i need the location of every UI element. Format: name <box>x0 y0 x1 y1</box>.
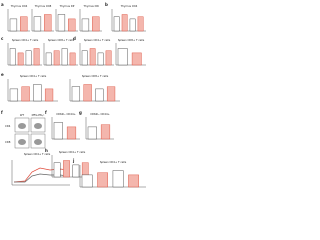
bar <box>20 16 28 32</box>
flow-density <box>34 123 42 129</box>
bar <box>21 86 30 102</box>
panel-label: h <box>45 148 48 153</box>
panel-label: j <box>72 158 75 163</box>
bar <box>61 48 68 66</box>
bar <box>81 174 93 188</box>
flow-plots: f WT MFG-E8-/- CD4 CD8 <box>1 110 46 149</box>
bar <box>131 52 142 66</box>
bar <box>72 164 80 178</box>
bar <box>53 50 60 66</box>
panel-label: c <box>1 36 4 41</box>
row-label: CD4 <box>5 124 11 128</box>
bar <box>129 18 136 32</box>
panel-title: Spleen CD8+ T cells <box>48 38 75 42</box>
bar <box>71 86 81 102</box>
bar <box>95 88 104 102</box>
panel-label: e <box>1 72 4 77</box>
bar <box>97 172 108 188</box>
panel-title: Thymus CD4 <box>121 4 138 8</box>
bar <box>69 52 76 66</box>
bar <box>66 126 77 140</box>
bar <box>81 18 90 32</box>
flow-density <box>34 139 42 145</box>
panel-title: Spleen CD8+ T cells <box>118 38 145 42</box>
panel-title: CD62L- CD44+ <box>56 112 76 116</box>
panel-label: a <box>1 2 4 7</box>
bar <box>106 86 116 102</box>
bar <box>100 124 111 140</box>
panel-title: Spleen CD4+ T cells <box>100 160 127 164</box>
panel-label: d <box>73 36 76 41</box>
flow-plot <box>30 117 46 133</box>
bar <box>117 48 128 66</box>
panel-title: Thymus CD8 <box>35 4 52 8</box>
bar <box>128 174 139 188</box>
flow-plot <box>30 133 46 149</box>
flow-plot <box>14 117 30 133</box>
flow-plot <box>14 133 30 149</box>
bar <box>83 84 92 102</box>
bar <box>25 50 32 66</box>
bar <box>68 18 76 32</box>
bar <box>44 14 52 32</box>
flow-density <box>18 123 26 129</box>
panel-title: Spleen CD4+ T cells <box>59 150 86 154</box>
group-label: WT <box>20 113 25 117</box>
panel-title: Spleen CD4+ T cells <box>24 152 51 156</box>
panel-title: Thymus DP <box>60 4 75 8</box>
group-label: MFG-E8-/- <box>32 113 45 117</box>
bar <box>89 48 96 66</box>
bar <box>87 126 97 140</box>
bar <box>45 52 52 66</box>
panel-title: Thymus DN <box>83 4 98 8</box>
figure: f WT MFG-E8-/- CD4 CD8 a Thymus CD4 Thymus… <box>0 0 150 191</box>
bar <box>121 14 128 32</box>
panel-label: b <box>105 2 108 7</box>
bar <box>113 16 120 32</box>
bar <box>9 48 16 66</box>
bar <box>33 48 40 66</box>
bar <box>63 160 70 178</box>
bar <box>92 16 100 32</box>
bar <box>81 50 88 66</box>
panel-title: Thymus CD4 <box>11 4 28 8</box>
bar <box>9 88 19 102</box>
panel-label: f <box>45 110 47 115</box>
flow-density <box>18 139 26 145</box>
bar <box>137 16 144 32</box>
bar <box>33 16 42 32</box>
bar <box>17 52 24 66</box>
panel-title: Spleen CD4+ T cells <box>84 38 111 42</box>
panel-title: Spleen CD8+ T cells <box>82 74 109 78</box>
bar <box>112 170 124 188</box>
bar <box>44 88 54 102</box>
panel-title: Spleen CD4+ T cells <box>20 74 47 78</box>
panel-title: CD62L- CD44+ <box>90 112 110 116</box>
bar <box>33 84 42 102</box>
panel-title: Spleen CD4+ T cells <box>12 38 39 42</box>
bar <box>97 52 104 66</box>
bar <box>57 14 66 32</box>
bar <box>9 18 18 32</box>
panel-label: f <box>1 110 3 115</box>
bar <box>53 122 63 140</box>
panel-label: g <box>79 110 82 115</box>
bar <box>53 162 61 178</box>
row-label: CD8 <box>5 140 11 144</box>
bar <box>105 50 112 66</box>
